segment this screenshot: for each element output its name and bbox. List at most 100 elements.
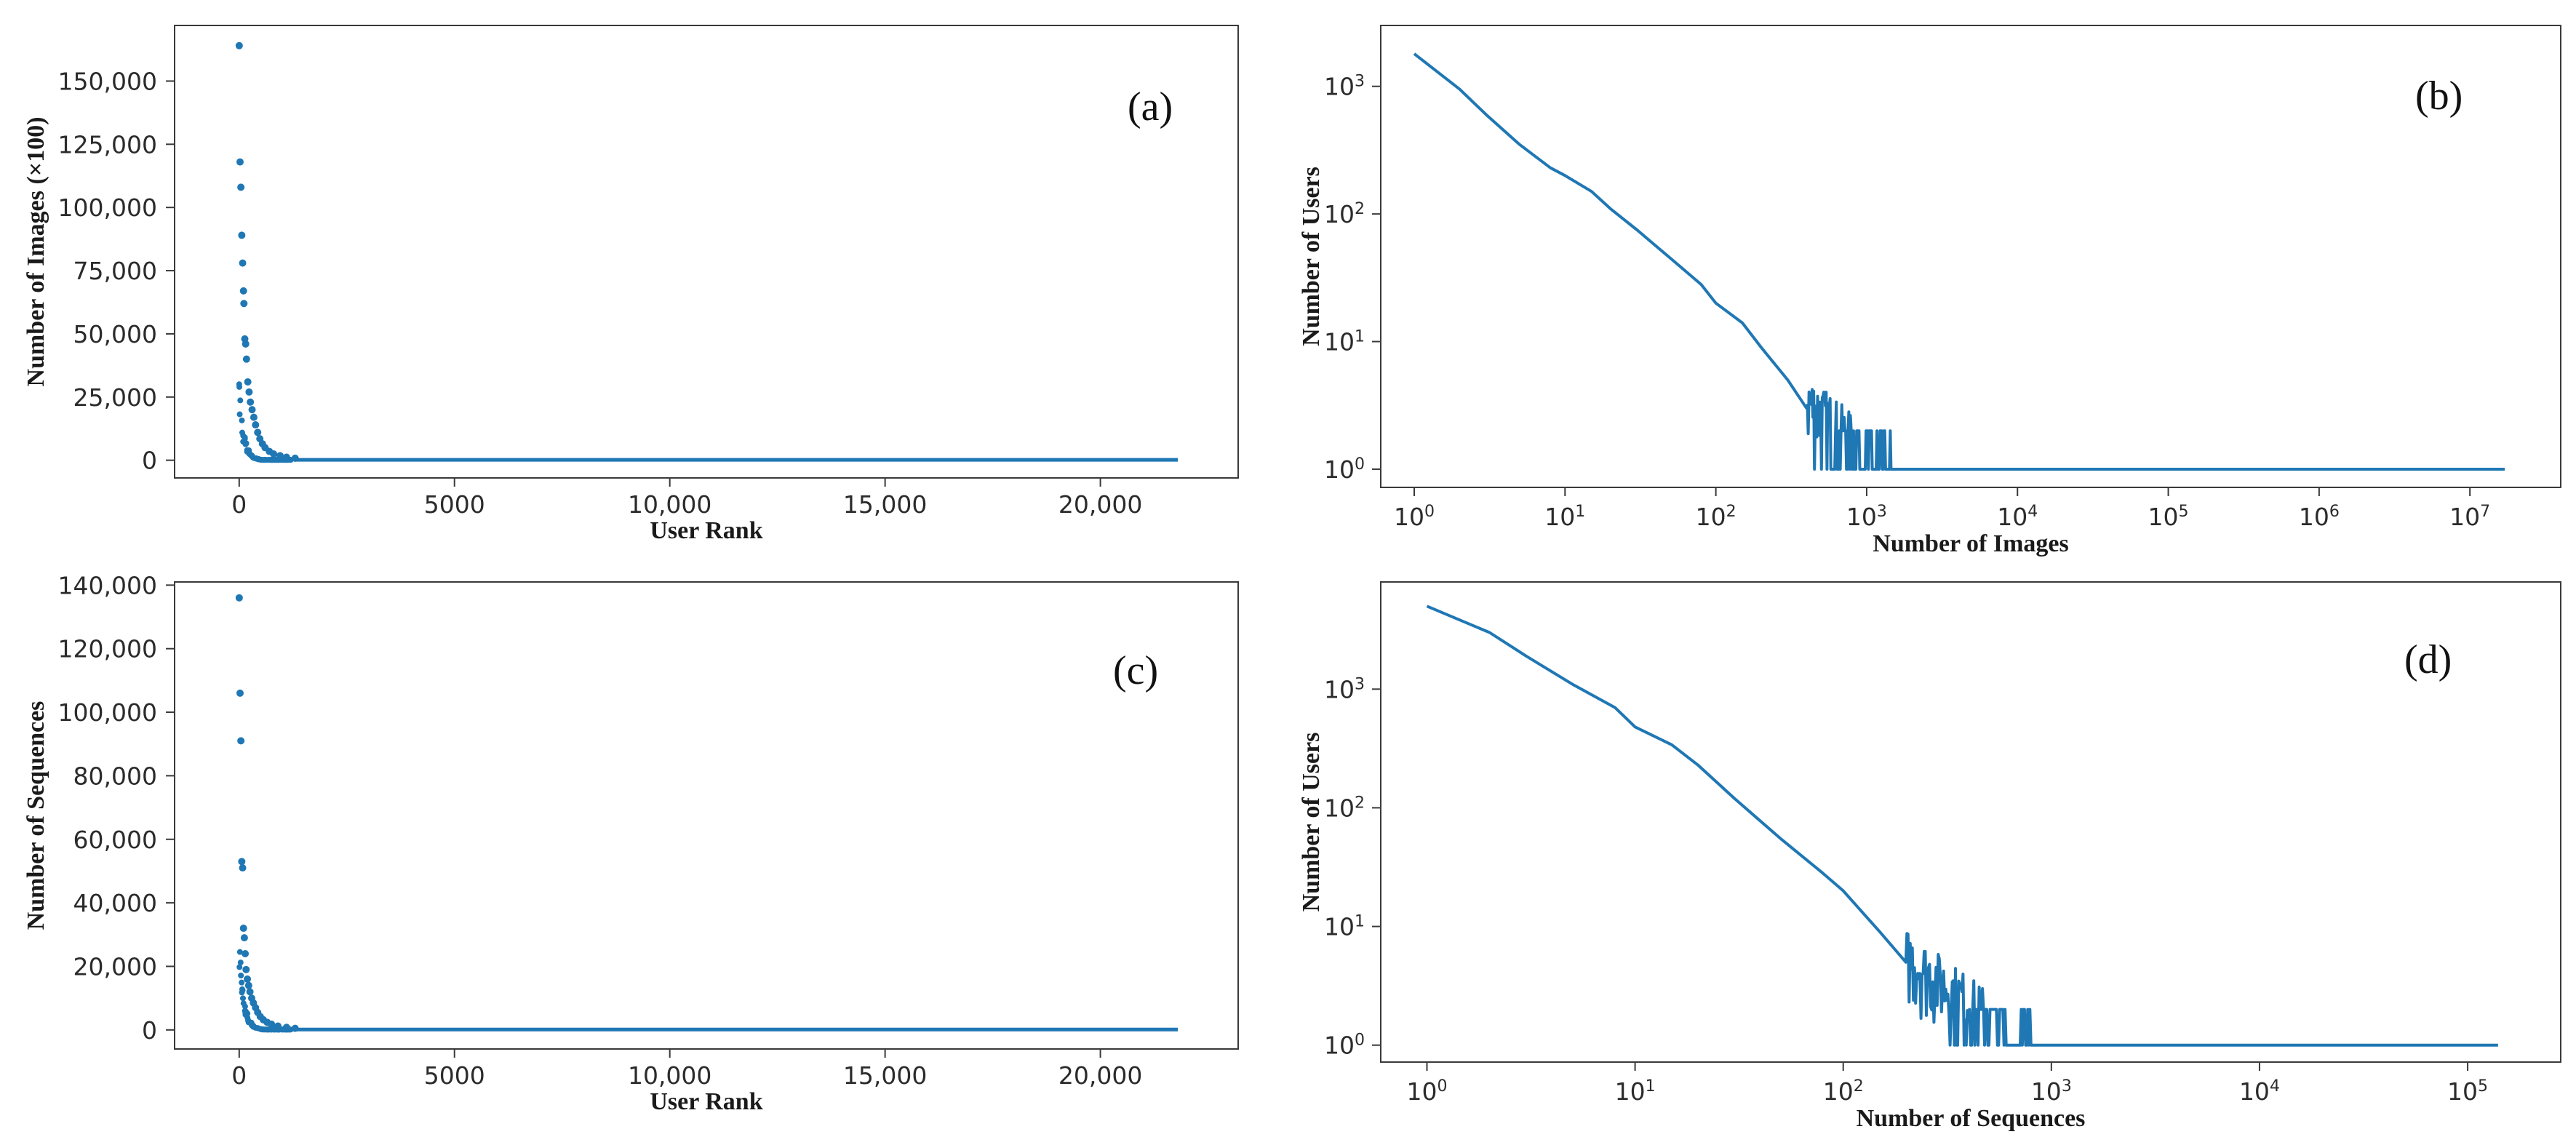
data-point [238,858,246,866]
data-point [238,972,244,978]
y-tick-label: 0 [142,1016,157,1045]
y-tick-label: 100 [1324,455,1365,484]
data-point [244,975,252,983]
data-point [239,259,247,267]
data-point [264,1026,271,1033]
y-tick-label: 50,000 [73,320,157,348]
y-tick-label: 125,000 [58,130,157,159]
x-tick-label: 107 [2449,503,2490,532]
data-point [268,1020,276,1028]
data-point [244,981,252,989]
x-axis-label: Number of Sequences [1857,1105,2086,1132]
data-point [236,689,244,697]
x-tick-label: 104 [1997,503,2038,532]
y-tick-label: 101 [1324,327,1365,356]
y-tick-label: 60,000 [73,826,157,854]
y-tick-label: 100,000 [58,698,157,727]
data-point [237,397,244,404]
x-tick-label: 5000 [424,490,485,519]
data-point [238,231,246,239]
y-tick-label: 20,000 [73,952,157,981]
data-series-line [1413,52,2505,471]
data-point [239,417,245,423]
data-point [236,383,242,390]
panel-tag: (c) [1113,648,1158,693]
y-tick-label: 101 [1324,912,1365,941]
x-tick-label: 10,000 [628,490,711,519]
x-tick-label: 106 [2299,503,2340,532]
data-point [245,388,253,396]
y-tick-label: 140,000 [58,571,157,599]
y-tick-label: 40,000 [73,889,157,917]
data-point [274,1022,282,1030]
panel-tag: (d) [2404,637,2452,682]
plot-frame [1380,25,2561,488]
data-point [270,450,278,458]
data-point [247,398,255,406]
y-axis-label: Number of Sequences [23,701,49,930]
y-tick-label: 75,000 [73,257,157,285]
x-tick-label: 0 [231,1061,247,1090]
data-point [236,949,243,955]
data-point [239,986,245,992]
data-point [254,428,262,436]
y-tick-label: 25,000 [73,383,157,412]
data-point [239,979,245,986]
data-point [282,453,290,461]
data-point [242,1010,249,1016]
data-point [236,158,244,166]
data-point [239,925,247,933]
plot-frame [174,581,1239,1050]
data-point [240,934,248,942]
x-tick-label: 104 [2239,1077,2280,1106]
x-tick-label: 102 [1823,1077,1864,1106]
x-tick-label: 100 [1406,1077,1447,1106]
data-point [246,988,254,996]
y-tick-label: 0 [142,447,157,475]
y-axis-label: Number of Images (×100) [23,117,49,387]
y-tick-label: 120,000 [58,635,157,663]
x-tick-label: 15,000 [843,490,927,519]
data-point [242,434,248,441]
y-tick-label: 102 [1324,200,1365,229]
x-tick-label: 101 [1544,503,1585,532]
x-tick-label: 5000 [424,1061,485,1090]
data-point [242,949,250,957]
data-point [248,406,256,414]
data-point [250,413,258,421]
x-tick-label: 20,000 [1058,490,1142,519]
y-tick-label: 102 [1324,794,1365,823]
panel-tag: (b) [2415,73,2463,119]
data-point [255,1025,261,1032]
data-point [237,960,244,966]
data-point [239,995,246,1002]
y-tick-label: 103 [1324,675,1365,704]
data-point [235,594,243,602]
data-point [242,340,250,348]
plot-frame [1380,581,2561,1063]
data-point [248,1019,255,1026]
data-point [239,864,247,872]
x-tick-label: 105 [2447,1077,2488,1106]
data-point [291,454,299,462]
data-point [242,1003,248,1010]
y-axis-label: Number of Users [1298,733,1325,912]
y-tick-label: 103 [1324,72,1365,101]
panel-tag: (a) [1128,84,1173,129]
data-point [237,737,245,745]
data-point [237,183,245,191]
data-point [276,452,284,460]
x-tick-label: 10,000 [628,1061,711,1090]
panel-c: 0 5000 10,000 15,000 20,000 0 20,000 40,000 60,0… [23,571,1239,1115]
data-point [236,964,243,970]
y-axis-label: Number of Users [1298,167,1325,346]
data-point [252,421,260,429]
data-point [269,457,276,463]
y-tick-label: 100,000 [58,194,157,222]
x-axis-label: User Rank [650,1088,762,1115]
data-point [291,1024,299,1032]
y-tick-label: 150,000 [58,67,157,95]
data-point [240,300,248,308]
